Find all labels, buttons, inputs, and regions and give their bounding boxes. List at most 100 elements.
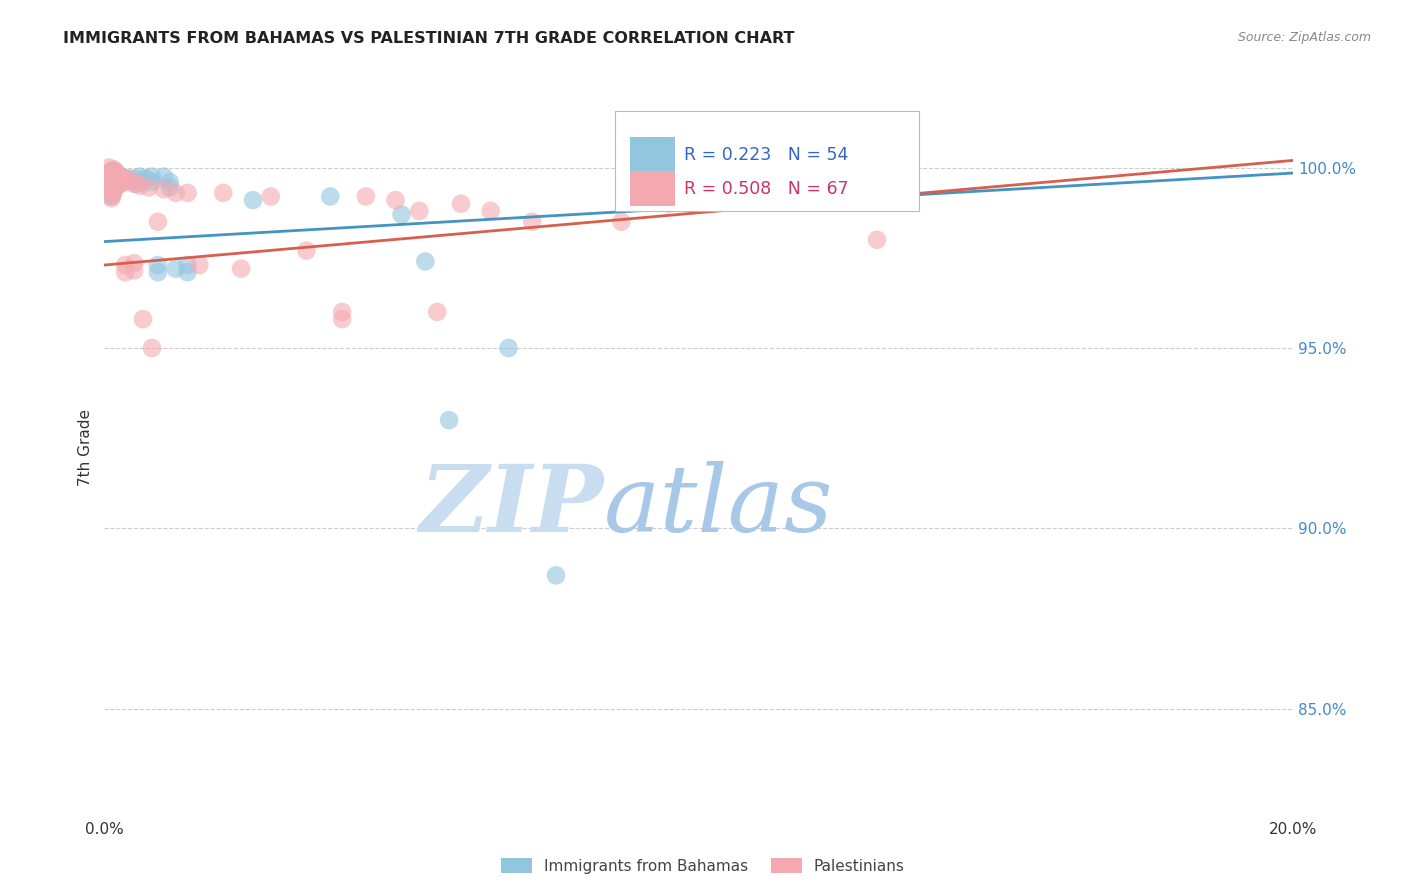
Point [132, 312, 155, 326]
Legend: Immigrants from Bahamas, Palestinians: Immigrants from Bahamas, Palestinians [495, 852, 911, 880]
Point [100, 184, 122, 198]
Text: atlas: atlas [603, 461, 834, 551]
Text: Source: ZipAtlas.com: Source: ZipAtlas.com [1237, 31, 1371, 45]
Point [110, 177, 132, 191]
Point [354, 189, 377, 203]
Point [176, 258, 198, 272]
Point [153, 182, 176, 196]
Point [138, 180, 160, 194]
Point [176, 186, 198, 200]
Point [688, 164, 710, 178]
Point [103, 184, 125, 198]
Point [103, 169, 125, 184]
Point [747, 168, 769, 182]
Point [117, 171, 139, 186]
Point [107, 168, 129, 182]
Point [129, 175, 152, 189]
Point [141, 169, 163, 184]
Point [125, 177, 148, 191]
Point [98, 171, 121, 186]
Point [98, 166, 121, 180]
Point [105, 173, 128, 187]
Point [122, 171, 145, 186]
Point [100, 164, 122, 178]
Point [866, 233, 889, 247]
Point [522, 215, 544, 229]
Point [103, 175, 125, 189]
Point [384, 193, 406, 207]
Point [103, 180, 125, 194]
Point [544, 568, 567, 582]
Point [98, 161, 121, 175]
Point [114, 258, 136, 272]
Point [105, 171, 128, 186]
Point [100, 178, 122, 193]
Point [146, 215, 169, 229]
Point [658, 196, 681, 211]
Point [122, 263, 145, 277]
Point [104, 177, 127, 191]
Point [159, 175, 181, 189]
Point [188, 258, 211, 272]
Point [114, 171, 136, 186]
Point [100, 186, 122, 200]
Point [146, 265, 169, 279]
Point [103, 168, 125, 182]
Point [146, 258, 169, 272]
Point [260, 189, 283, 203]
Point [98, 177, 121, 191]
Point [103, 178, 125, 193]
Point [100, 180, 122, 194]
Point [104, 169, 127, 184]
Point [101, 171, 124, 186]
Point [108, 175, 131, 189]
Point [101, 166, 124, 180]
Point [101, 180, 124, 194]
Point [107, 173, 129, 187]
Point [103, 164, 125, 178]
Point [176, 265, 198, 279]
Point [101, 187, 124, 202]
Point [100, 191, 122, 205]
Point [100, 173, 122, 187]
Point [98, 177, 121, 191]
FancyBboxPatch shape [630, 171, 675, 206]
Point [105, 178, 128, 193]
Point [98, 187, 121, 202]
Point [120, 175, 142, 189]
Text: R = 0.508   N = 67: R = 0.508 N = 67 [685, 179, 849, 198]
Point [610, 215, 633, 229]
Point [165, 186, 187, 200]
Point [330, 312, 353, 326]
Point [101, 177, 124, 191]
Point [100, 175, 122, 189]
Point [295, 244, 318, 258]
Point [100, 168, 122, 182]
Point [159, 180, 181, 194]
Point [212, 186, 235, 200]
Point [129, 169, 152, 184]
Point [107, 175, 129, 189]
Point [101, 169, 124, 184]
Point [391, 208, 413, 222]
Point [98, 182, 121, 196]
Text: IMMIGRANTS FROM BAHAMAS VS PALESTINIAN 7TH GRADE CORRELATION CHART: IMMIGRANTS FROM BAHAMAS VS PALESTINIAN 7… [63, 31, 794, 46]
Text: R = 0.223   N = 54: R = 0.223 N = 54 [685, 145, 849, 163]
Point [408, 203, 430, 218]
Point [111, 169, 134, 184]
FancyBboxPatch shape [630, 136, 675, 172]
Point [104, 166, 127, 180]
Point [437, 413, 460, 427]
Point [114, 265, 136, 279]
Point [479, 203, 502, 218]
Point [100, 189, 122, 203]
Y-axis label: 7th Grade: 7th Grade [79, 409, 93, 486]
Point [141, 175, 163, 189]
Point [108, 177, 131, 191]
Point [110, 171, 132, 186]
Point [330, 305, 353, 319]
Point [242, 193, 264, 207]
Point [413, 254, 436, 268]
Point [498, 341, 520, 355]
Point [426, 305, 449, 319]
